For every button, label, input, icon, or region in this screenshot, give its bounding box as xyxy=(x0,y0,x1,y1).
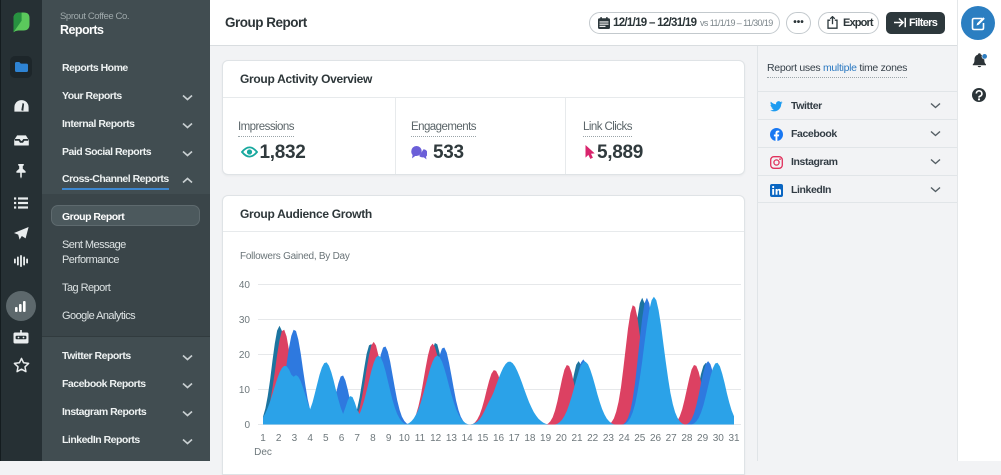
svg-text:16: 16 xyxy=(493,433,505,444)
svg-text:10: 10 xyxy=(399,433,411,444)
svg-text:17: 17 xyxy=(509,433,521,444)
svg-text:25: 25 xyxy=(634,433,646,444)
svg-text:6: 6 xyxy=(339,433,345,444)
svg-text:13: 13 xyxy=(446,433,458,444)
svg-text:24: 24 xyxy=(619,433,631,444)
svg-text:10: 10 xyxy=(239,385,251,396)
svg-text:29: 29 xyxy=(697,433,709,444)
svg-text:40: 40 xyxy=(239,280,251,291)
svg-text:28: 28 xyxy=(681,433,693,444)
svg-text:22: 22 xyxy=(587,433,599,444)
svg-text:Dec: Dec xyxy=(254,447,272,458)
svg-text:20: 20 xyxy=(239,350,251,361)
svg-text:5: 5 xyxy=(323,433,329,444)
svg-text:1: 1 xyxy=(260,433,266,444)
svg-text:3: 3 xyxy=(292,433,298,444)
svg-text:23: 23 xyxy=(603,433,615,444)
svg-text:14: 14 xyxy=(462,433,474,444)
svg-text:21: 21 xyxy=(571,433,583,444)
svg-text:4: 4 xyxy=(307,433,313,444)
svg-text:15: 15 xyxy=(477,433,489,444)
svg-text:7: 7 xyxy=(354,433,360,444)
svg-text:11: 11 xyxy=(415,433,426,444)
svg-text:8: 8 xyxy=(370,433,376,444)
svg-text:30: 30 xyxy=(713,433,725,444)
svg-text:31: 31 xyxy=(728,433,740,444)
svg-text:9: 9 xyxy=(386,433,392,444)
svg-text:18: 18 xyxy=(524,433,536,444)
svg-text:2: 2 xyxy=(276,433,282,444)
svg-text:27: 27 xyxy=(666,433,678,444)
svg-text:12: 12 xyxy=(430,433,442,444)
svg-text:20: 20 xyxy=(556,433,568,444)
svg-text:19: 19 xyxy=(540,433,552,444)
svg-text:30: 30 xyxy=(239,315,251,326)
svg-text:0: 0 xyxy=(244,420,250,431)
svg-text:26: 26 xyxy=(650,433,662,444)
